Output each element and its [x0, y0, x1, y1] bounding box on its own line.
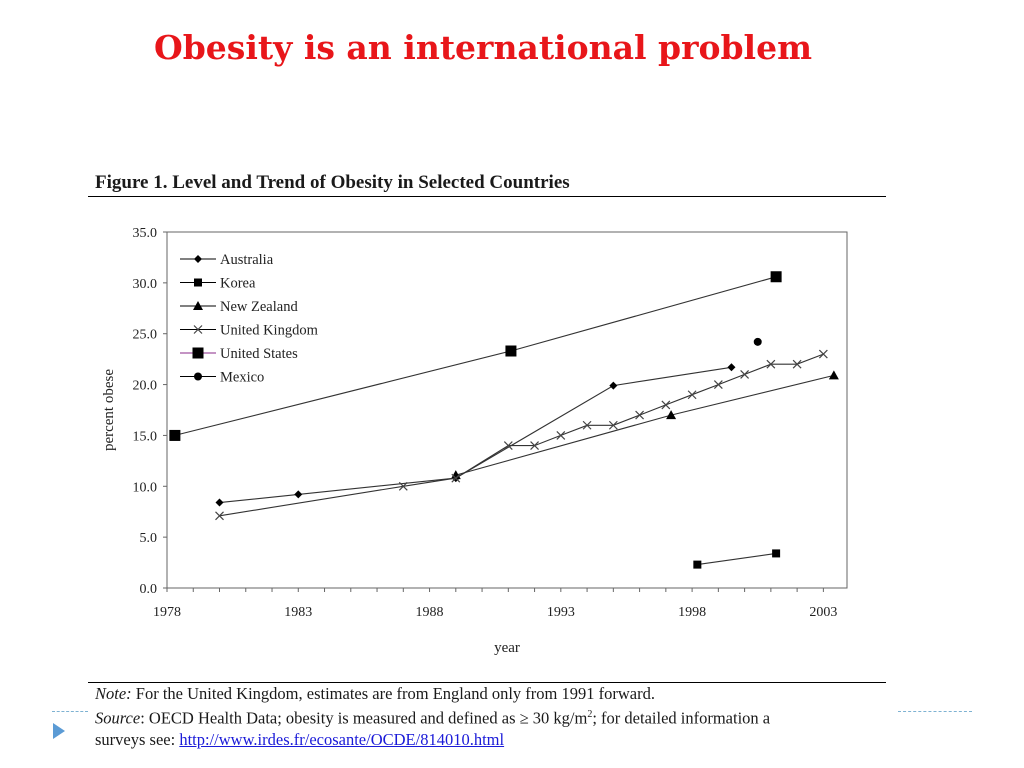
x-axis-label: year — [494, 640, 520, 656]
data-point-united-kingdom — [661, 400, 671, 410]
series-new-zealand — [450, 370, 839, 480]
data-point-australia — [609, 381, 618, 390]
legend-marker-korea — [194, 278, 202, 287]
series-line-australia — [219, 366, 732, 504]
data-point-united-kingdom — [451, 473, 461, 483]
slide-dashed-rule-right — [898, 711, 972, 712]
legend-item-new-zealand: New Zealand — [180, 299, 298, 315]
source-text: : OECD Health Data; obesity is measured … — [140, 708, 588, 728]
slide-dashed-rule-left — [52, 711, 88, 712]
note-text: For the United Kingdom, estimates are fr… — [131, 684, 655, 703]
series-line-united-kingdom — [219, 353, 824, 517]
y-tick-label: 15.0 — [133, 429, 158, 444]
surveys-line: surveys see: http://www.irdes.fr/ecosant… — [95, 729, 899, 750]
legend-label-united-kingdom: United Kingdom — [220, 323, 319, 339]
data-point-united-states — [169, 429, 181, 441]
note-line: Note: For the United Kingdom, estimates … — [95, 683, 899, 704]
series-layer — [169, 271, 839, 569]
legend-item-korea: Korea — [180, 276, 256, 292]
data-point-united-kingdom — [792, 359, 802, 369]
x-tick-label: 1993 — [547, 605, 575, 620]
series-line-korea — [697, 552, 777, 566]
legend-marker-australia — [194, 255, 202, 263]
data-point-new-zealand — [828, 370, 839, 380]
data-point-united-kingdom — [556, 431, 566, 440]
x-tick-label: 1978 — [153, 605, 181, 620]
y-axis-ticks: 0.0 5.0 10.0 15.0 20.0 25.0 30.0 35.0 — [133, 226, 167, 597]
y-tick-label: 10.0 — [133, 480, 158, 495]
data-point-united-kingdom — [713, 380, 723, 389]
series-united-kingdom — [215, 349, 828, 521]
series-line-new-zealand — [455, 374, 835, 476]
series-united-states — [169, 271, 782, 441]
data-point-korea — [693, 560, 702, 569]
figure-top-rule — [88, 196, 886, 197]
y-tick-label: 25.0 — [133, 328, 158, 343]
data-point-united-kingdom — [818, 349, 828, 359]
y-axis-label: percent obese — [101, 369, 117, 451]
legend-label-korea: Korea — [220, 276, 256, 292]
triangle-right-icon — [53, 723, 65, 739]
obesity-line-chart: 0.05.010.015.020.025.030.035.0 1978 1983 1… — [101, 226, 848, 656]
data-point-united-kingdom — [608, 420, 618, 430]
legend-item-mexico: Mexico — [180, 370, 264, 386]
y-tick-label: 0.0 — [140, 582, 158, 597]
legend-item-united-kingdom: United Kingdom — [180, 323, 319, 339]
legend-marker-new-zealand — [193, 301, 203, 310]
data-point-united-kingdom — [635, 410, 645, 420]
data-point-australia — [727, 363, 736, 372]
y-tick-label: 30.0 — [133, 277, 158, 292]
legend-marker-united-states — [192, 347, 204, 359]
data-point-united-kingdom — [215, 511, 224, 521]
surveys-prefix: surveys see: — [95, 729, 180, 749]
figure-notes: Note: For the United Kingdom, estimates … — [95, 683, 899, 750]
source-text-end: ; for detailed information a — [592, 708, 771, 728]
data-point-united-states — [505, 345, 517, 357]
series-korea — [693, 549, 781, 569]
y-tick-label: 35.0 — [133, 226, 158, 241]
x-tick-label: 2003 — [809, 605, 837, 620]
data-point-united-kingdom — [530, 441, 539, 451]
legend-label-australia: Australia — [220, 252, 274, 268]
source-link[interactable]: http://www.irdes.fr/ecosante/OCDE/814010… — [179, 729, 505, 749]
series-mexico — [753, 337, 762, 346]
figure-bottom-rule — [88, 682, 886, 683]
data-point-new-zealand — [666, 410, 677, 420]
data-point-korea — [772, 549, 781, 558]
x-tick-label: 1988 — [416, 605, 444, 620]
data-point-australia — [215, 498, 224, 507]
source-line: Source: OECD Health Data; obesity is mea… — [95, 704, 899, 729]
legend-item-united-states: United States — [180, 346, 298, 362]
data-point-australia — [294, 490, 303, 499]
figure-title: Figure 1. Level and Trend of Obesity in … — [95, 172, 570, 193]
legend-label-new-zealand: New Zealand — [220, 299, 298, 315]
data-point-united-kingdom — [398, 481, 408, 491]
data-point-united-states — [770, 271, 782, 283]
legend-marker-united-kingdom — [193, 325, 203, 334]
legend-label-united-states: United States — [220, 346, 298, 362]
data-point-mexico — [753, 337, 762, 346]
data-point-united-kingdom — [503, 441, 513, 451]
y-tick-label: 20.0 — [133, 379, 158, 394]
y-tick-label: 5.0 — [140, 531, 158, 546]
source-label: Source — [95, 708, 141, 728]
data-point-united-kingdom — [740, 369, 750, 379]
legend-marker-mexico — [194, 372, 202, 381]
series-australia — [215, 363, 736, 507]
slide-title: Obesity is an international problem — [153, 28, 813, 67]
plot-area-frame — [166, 231, 848, 589]
chart-legend: Australia Korea New Zealand United Kingdom U… — [180, 252, 319, 386]
source-superscript: 2 — [587, 709, 593, 720]
x-axis-ticks: 1978 1983 1988 1993 1998 2003 — [153, 588, 837, 620]
legend-label-mexico: Mexico — [220, 370, 264, 386]
legend-item-australia: Australia — [180, 252, 274, 268]
note-label: Note: — [95, 684, 132, 703]
data-point-united-kingdom — [582, 420, 592, 430]
x-tick-label: 1998 — [678, 605, 706, 620]
data-point-united-kingdom — [687, 390, 697, 400]
x-tick-label: 1983 — [284, 605, 312, 620]
data-point-united-kingdom — [766, 359, 776, 369]
